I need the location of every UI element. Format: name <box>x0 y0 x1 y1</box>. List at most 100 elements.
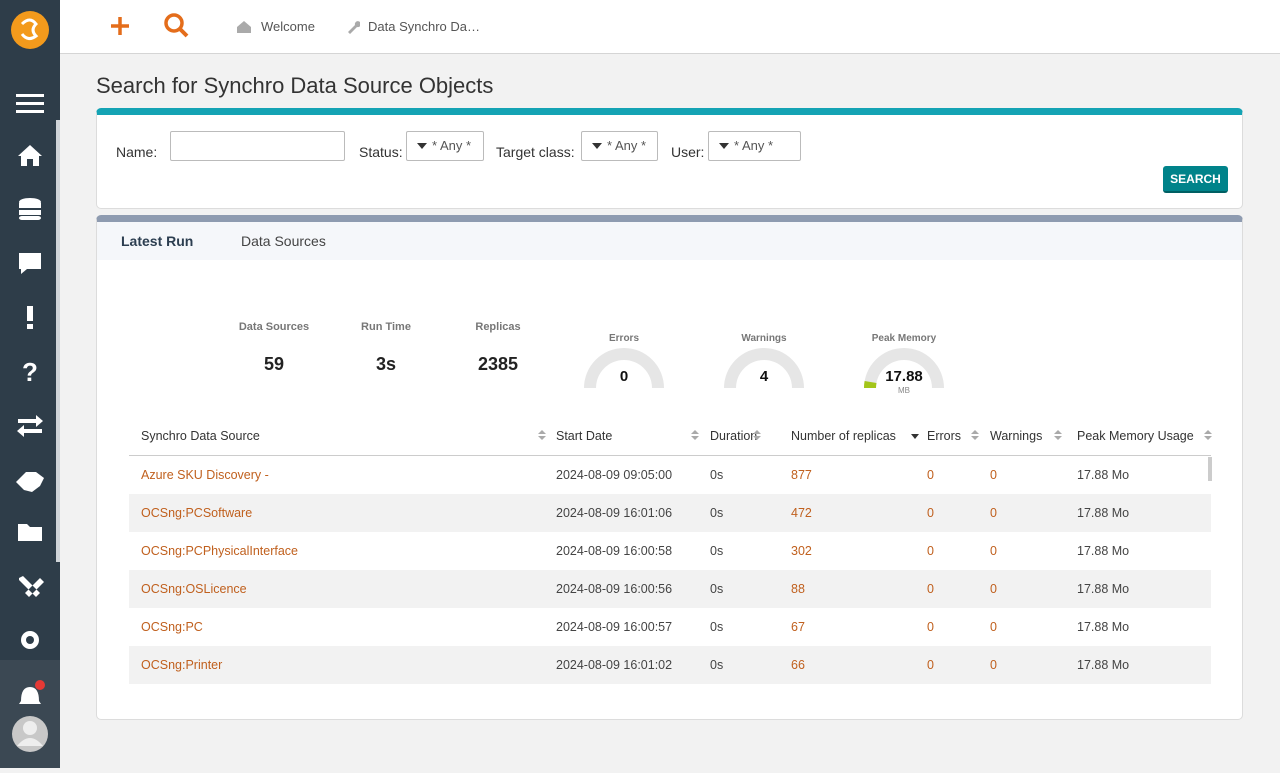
page-title: Search for Synchro Data Source Objects <box>96 73 494 98</box>
gauge-value: 17.88 <box>885 368 923 385</box>
table-cell[interactable]: 302 <box>791 544 812 558</box>
gauge <box>724 348 804 388</box>
menu-icons[interactable]: ? <box>16 94 44 649</box>
table-cell[interactable]: OCSng:PC <box>141 620 203 634</box>
table-cell[interactable]: 0 <box>927 582 934 596</box>
table-cell[interactable]: 66 <box>791 658 805 672</box>
table-cell: 0s <box>710 658 724 672</box>
gauge-value: 4 <box>759 368 769 385</box>
table-row[interactable] <box>129 494 1211 532</box>
table-cell[interactable]: 0 <box>990 582 997 596</box>
gauge <box>863 348 944 388</box>
table-cell[interactable]: 877 <box>791 468 812 482</box>
search-panel: Name: Status: * Any * Target class: * Any * U… <box>96 108 1243 209</box>
gauge-label: Warnings <box>741 333 787 344</box>
gauge-label: Peak Memory <box>871 333 937 344</box>
table-cell: 2024-08-09 16:00:57 <box>556 620 673 634</box>
table-cell[interactable]: OCSng:Printer <box>141 658 223 672</box>
table-cell[interactable]: 67 <box>791 620 805 634</box>
table-cell: 2024-08-09 09:05:00 <box>556 468 673 482</box>
scrollbar[interactable] <box>1208 457 1212 481</box>
table-cell[interactable]: 0 <box>990 620 997 634</box>
tab[interactable]: Latest Run <box>121 233 194 249</box>
table-row[interactable] <box>129 608 1211 646</box>
table-cell[interactable]: 472 <box>791 506 812 520</box>
sort-icon[interactable] <box>971 430 979 440</box>
column-header[interactable]: Peak Memory Usage <box>1077 429 1194 443</box>
select[interactable]: * Any * <box>581 131 658 161</box>
column-header[interactable]: Duration <box>710 429 758 443</box>
select-value: * Any * <box>607 138 647 153</box>
logo[interactable] <box>11 11 49 49</box>
sort-icon[interactable] <box>691 430 699 440</box>
stat-value: 2385 <box>477 354 519 374</box>
gauge <box>584 348 664 388</box>
name-input[interactable] <box>170 131 345 161</box>
table-row[interactable] <box>129 532 1211 570</box>
table-cell: 17.88 Mo <box>1077 544 1130 558</box>
select-value: * Any * <box>734 138 774 153</box>
svg-text:?: ? <box>22 357 38 387</box>
top-bar: Welcome Data Synchro Da… <box>60 0 1280 54</box>
top-actions <box>111 13 251 38</box>
table-cell[interactable]: Azure SKU Discovery - <box>141 468 269 482</box>
results-panel: Latest Run Data Sources Data Sources 59 Run … <box>96 215 1243 720</box>
field-label: Status: <box>359 144 403 160</box>
gauge-unit: MB <box>898 386 910 395</box>
stat-label: Replicas <box>475 321 521 333</box>
table-cell: 2024-08-09 16:01:02 <box>556 658 673 672</box>
table-cell[interactable]: 0 <box>927 544 934 558</box>
table-cell[interactable]: 0 <box>927 506 934 520</box>
table-cell: 17.88 Mo <box>1077 620 1130 634</box>
search-button[interactable] <box>164 13 184 33</box>
table-cell: 2024-08-09 16:00:58 <box>556 544 673 558</box>
gauge-label: Errors <box>608 333 639 344</box>
select[interactable]: * Any * <box>406 131 484 161</box>
column-header[interactable]: Number of replicas <box>791 429 896 443</box>
table-header <box>129 417 1211 456</box>
tab[interactable]: Data Sources <box>241 233 326 249</box>
table-cell: 0s <box>710 620 724 634</box>
sort-icon[interactable] <box>538 430 546 440</box>
table-row[interactable] <box>129 570 1211 608</box>
column-header[interactable]: Warnings <box>990 429 1043 443</box>
new-button[interactable] <box>111 17 129 35</box>
sidebar-icons: ? <box>0 11 60 768</box>
table-cell[interactable]: 0 <box>990 468 997 482</box>
tab-bar <box>97 222 1242 260</box>
table-cell: 0s <box>710 506 724 520</box>
search-button[interactable]: SEARCH <box>1163 166 1228 193</box>
select[interactable]: * Any * <box>708 131 801 161</box>
sort-desc-icon[interactable] <box>911 430 919 439</box>
column-header[interactable]: Synchro Data Source <box>141 429 260 443</box>
table-cell[interactable]: 0 <box>990 544 997 558</box>
table-cell[interactable]: 88 <box>791 582 805 596</box>
breadcrumb[interactable]: Welcome <box>261 19 315 34</box>
sort-icon[interactable] <box>753 430 761 440</box>
sort-icon[interactable] <box>1054 430 1062 440</box>
column-header[interactable]: Errors <box>927 429 962 443</box>
stat-label: Data Sources <box>238 321 310 333</box>
wrench-icon <box>348 21 360 34</box>
notifications[interactable] <box>19 687 41 704</box>
sort-icon[interactable] <box>1204 430 1212 440</box>
stat-value: 3s <box>375 354 397 374</box>
sidebar: ? <box>0 0 60 768</box>
table-cell[interactable]: 0 <box>927 468 934 482</box>
table-cell: 2024-08-09 16:01:06 <box>556 506 673 520</box>
table-row[interactable] <box>129 456 1211 494</box>
table-cell[interactable]: OCSng:PCPhysicalInterface <box>141 544 299 558</box>
table-cell: 17.88 Mo <box>1077 506 1130 520</box>
breadcrumb[interactable]: Data Synchro Da… <box>368 19 480 34</box>
table-cell[interactable]: 0 <box>990 658 997 672</box>
table-row[interactable] <box>129 646 1211 684</box>
table-cell[interactable]: 0 <box>927 620 934 634</box>
table-cell[interactable]: OCSng:PCSoftware <box>141 506 253 520</box>
table-cell: 0s <box>710 582 724 596</box>
field-label: Target class: <box>496 144 575 160</box>
table-cell[interactable]: 0 <box>927 658 934 672</box>
table-cell[interactable]: 0 <box>990 506 997 520</box>
column-header[interactable]: Start Date <box>556 429 613 443</box>
table-cell[interactable]: OCSng:OSLicence <box>141 582 247 596</box>
